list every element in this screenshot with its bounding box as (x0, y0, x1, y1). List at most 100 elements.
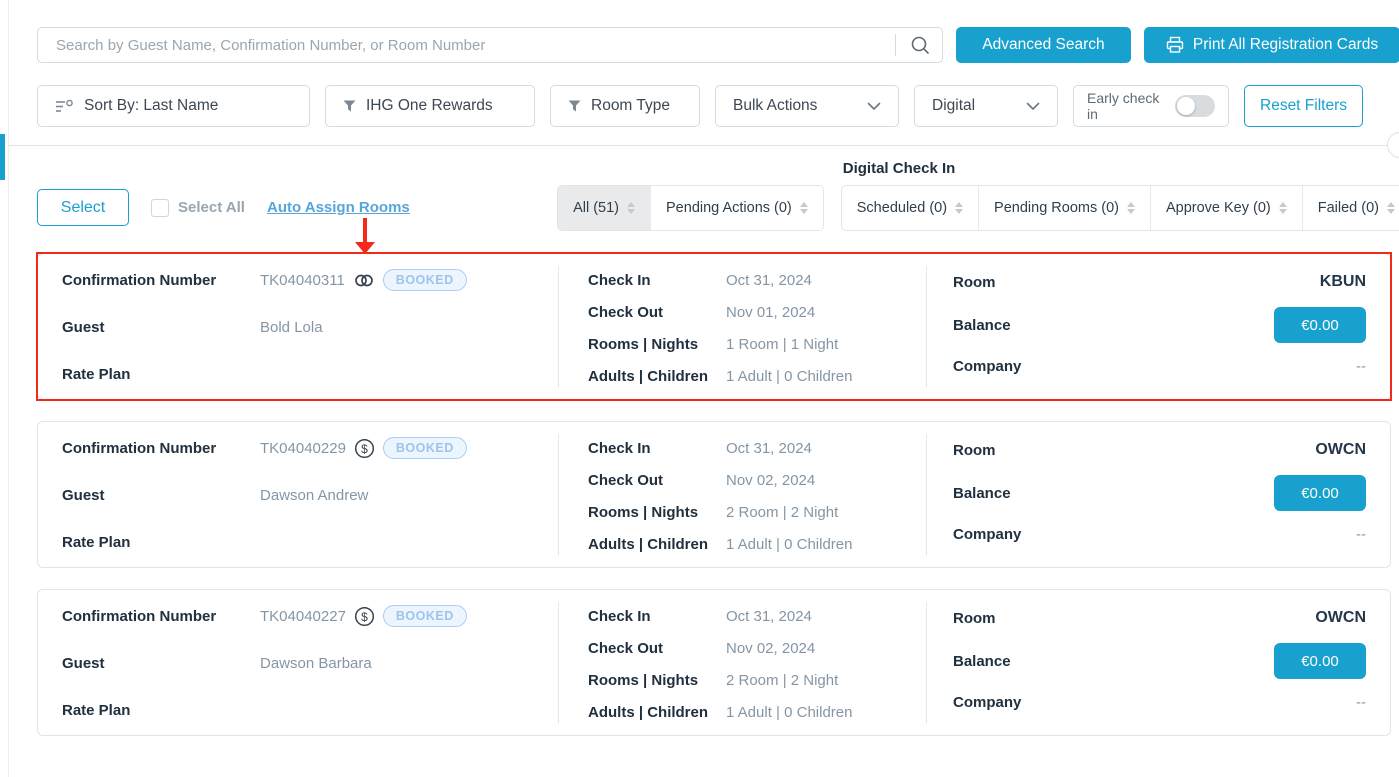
balance-button[interactable]: €0.00 (1274, 475, 1366, 511)
company-label: Company (953, 357, 1022, 375)
early-check-in-control: Early check in (1073, 85, 1229, 127)
tab-all-label: All (51) (573, 200, 620, 216)
select-button[interactable]: Select (37, 189, 129, 226)
rooms-nights-value: 2 Room | 2 Night (726, 671, 839, 689)
funnel-icon (568, 100, 581, 112)
bulk-actions-label: Bulk Actions (733, 97, 818, 114)
tab-pending-rooms-label: Pending Rooms (0) (994, 200, 1119, 216)
check-in-date: Oct 31, 2024 (726, 607, 812, 625)
rate-plan-label: Rate Plan (62, 701, 131, 719)
company-value: -- (1356, 525, 1366, 543)
check-out-label: Check Out (588, 303, 664, 321)
search-icon[interactable] (910, 35, 930, 55)
sort-arrows-icon[interactable] (627, 202, 636, 214)
guest-name[interactable]: Bold Lola (260, 318, 323, 336)
balance-label: Balance (953, 484, 1011, 502)
adults-children-value: 1 Adult | 0 Children (726, 367, 853, 385)
header-row: Advanced Search Print All Registration C… (9, 0, 1399, 63)
tab-failed[interactable]: Failed (0) (1301, 186, 1399, 230)
balance-button[interactable]: €0.00 (1274, 307, 1366, 343)
card-room-column: Room KBUN Balance €0.00 Company -- (926, 254, 1390, 399)
tab-pending-rooms[interactable]: Pending Rooms (0) (978, 186, 1150, 230)
adults-children-value: 1 Adult | 0 Children (726, 535, 853, 553)
guest-label: Guest (62, 318, 105, 336)
payment-dollar-icon[interactable]: $ (354, 438, 375, 459)
sort-arrows-icon[interactable] (955, 202, 964, 214)
tab-scheduled-label: Scheduled (0) (856, 200, 948, 216)
payment-dollar-icon[interactable]: $ (354, 606, 375, 627)
select-all-checkbox[interactable] (151, 198, 169, 217)
card-room-column: Room OWCN Balance €0.00 Company -- (926, 422, 1390, 567)
balance-button[interactable]: €0.00 (1274, 643, 1366, 679)
select-controls: Select Select All Auto Assign Rooms (37, 189, 410, 226)
sort-by-button[interactable]: Sort By: Last Name (37, 85, 310, 127)
company-label: Company (953, 525, 1022, 543)
rooms-nights-label: Rooms | Nights (588, 503, 699, 521)
reservation-card[interactable]: Confirmation Number TK04040229 (37, 421, 1391, 568)
digital-dropdown[interactable]: Digital (914, 85, 1058, 127)
guest-label: Guest (62, 654, 105, 672)
primary-tab-group: All (51) Pending Actions (0) (557, 185, 824, 231)
reservation-card[interactable]: Confirmation Number TK04040227 (37, 589, 1391, 736)
toolbar-row: Select Select All Auto Assign Rooms All … (9, 146, 1399, 231)
sort-arrows-icon[interactable] (1387, 202, 1395, 214)
guest-name[interactable]: Dawson Andrew (260, 486, 369, 504)
tab-pending-actions-label: Pending Actions (0) (666, 200, 792, 216)
tab-all[interactable]: All (51) (558, 186, 651, 230)
check-in-label: Check In (588, 607, 651, 625)
search-input[interactable] (54, 35, 889, 55)
linked-reservation-icon[interactable] (353, 273, 375, 288)
check-out-date: Nov 01, 2024 (726, 303, 816, 321)
auto-assign-rooms-link[interactable]: Auto Assign Rooms (266, 199, 410, 216)
print-all-registration-cards-button[interactable]: Print All Registration Cards (1144, 27, 1399, 63)
tabs-area: All (51) Pending Actions (0) Digital Che… (557, 160, 1399, 231)
check-in-label: Check In (588, 439, 651, 457)
search-divider (895, 34, 896, 56)
ihg-one-rewards-filter-button[interactable]: IHG One Rewards (325, 85, 535, 127)
sort-arrows-icon[interactable] (1278, 202, 1287, 214)
company-value: -- (1356, 357, 1366, 375)
digital-label: Digital (932, 97, 976, 114)
front-desk-panel: Advanced Search Print All Registration C… (8, 0, 1399, 777)
card-stay-column: Check In Oct 31, 2024 Check Out Nov 01, … (558, 254, 926, 399)
rooms-nights-label: Rooms | Nights (588, 671, 699, 689)
confirmation-number-value[interactable]: TK04040227 (260, 607, 346, 625)
balance-label: Balance (953, 316, 1011, 334)
room-label: Room (953, 273, 996, 291)
card-room-column: Room OWCN Balance €0.00 Company -- (926, 590, 1390, 735)
rooms-nights-value: 1 Room | 1 Night (726, 335, 839, 353)
adults-children-label: Adults | Children (588, 703, 709, 721)
print-all-label: Print All Registration Cards (1192, 36, 1379, 53)
sort-arrows-icon[interactable] (1126, 202, 1135, 214)
digital-check-in-group: Digital Check In Scheduled (0) Pending R… (840, 160, 1399, 231)
reset-filters-button[interactable]: Reset Filters (1244, 85, 1363, 127)
card-identity-column: Confirmation Number TK04040311 (38, 254, 558, 399)
tab-approve-key[interactable]: Approve Key (0) (1149, 186, 1302, 230)
section-divider (9, 132, 1399, 158)
rate-plan-label: Rate Plan (62, 365, 131, 383)
room-type-code: KBUN (1319, 273, 1366, 290)
check-out-label: Check Out (588, 639, 664, 657)
reservation-list: Confirmation Number TK04040311 (9, 218, 1399, 736)
confirmation-number-value[interactable]: TK04040229 (260, 439, 346, 457)
tab-scheduled[interactable]: Scheduled (0) (841, 186, 979, 230)
check-out-date: Nov 02, 2024 (726, 639, 816, 657)
early-check-in-toggle[interactable] (1175, 95, 1215, 117)
check-in-label: Check In (588, 271, 651, 289)
company-value: -- (1356, 693, 1366, 711)
sort-arrows-icon[interactable] (799, 202, 808, 214)
guest-name[interactable]: Dawson Barbara (260, 654, 372, 672)
check-in-date: Oct 31, 2024 (726, 439, 812, 457)
status-badge: BOOKED (382, 437, 467, 459)
svg-text:$: $ (361, 442, 368, 456)
search-box[interactable] (37, 27, 943, 63)
advanced-search-button[interactable]: Advanced Search (956, 27, 1131, 63)
digital-check-in-title: Digital Check In (842, 160, 956, 177)
confirmation-number-label: Confirmation Number (62, 439, 217, 457)
bulk-actions-dropdown[interactable]: Bulk Actions (715, 85, 899, 127)
room-type-filter-button[interactable]: Room Type (550, 85, 700, 127)
reservation-card[interactable]: Confirmation Number TK04040311 (36, 218, 1392, 401)
card-stay-column: Check In Oct 31, 2024 Check Out Nov 02, … (558, 590, 926, 735)
confirmation-number-value[interactable]: TK04040311 (260, 271, 345, 289)
tab-pending-actions[interactable]: Pending Actions (0) (650, 186, 823, 230)
